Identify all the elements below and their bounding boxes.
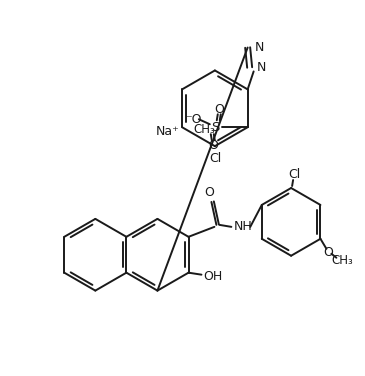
- Text: CH₃: CH₃: [331, 254, 353, 267]
- Text: NH: NH: [234, 220, 253, 233]
- Text: O: O: [208, 139, 218, 152]
- Text: O: O: [323, 246, 333, 259]
- Text: Na⁺: Na⁺: [156, 125, 180, 138]
- Text: Cl: Cl: [209, 152, 221, 165]
- Text: O: O: [204, 186, 214, 200]
- Text: O: O: [214, 103, 224, 116]
- Text: S: S: [212, 121, 220, 134]
- Text: CH₃: CH₃: [193, 123, 215, 136]
- Text: Cl: Cl: [288, 168, 300, 180]
- Text: N: N: [255, 41, 264, 54]
- Text: ⁻O: ⁻O: [186, 113, 202, 126]
- Text: N: N: [257, 61, 266, 74]
- Text: OH: OH: [203, 270, 222, 283]
